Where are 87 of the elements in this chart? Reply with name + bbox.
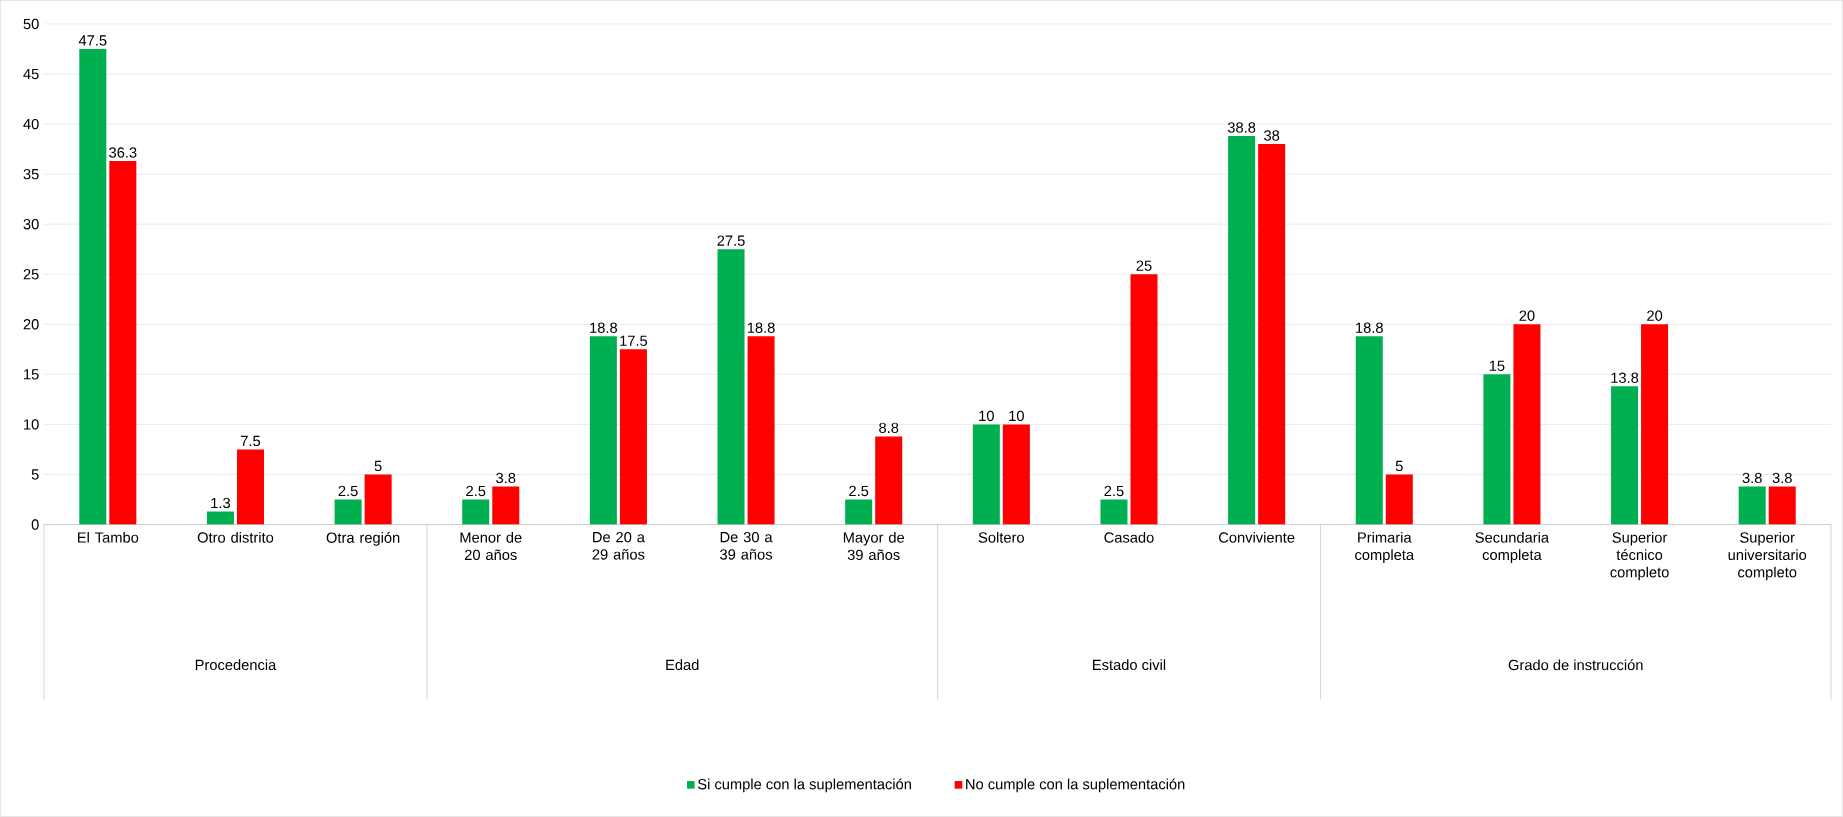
text: Estado civil <box>1093 659 1166 671</box>
text: Procedencia <box>195 659 277 671</box>
bar <box>619 349 647 525</box>
data-label: 18.8 <box>1356 322 1383 334</box>
bar <box>747 336 775 525</box>
bar <box>1768 486 1796 525</box>
x-tick-label: Soltero <box>978 532 1024 543</box>
y-tick-label: 10 <box>24 419 39 430</box>
data-label: 47.5 <box>78 35 107 46</box>
bar <box>236 449 264 525</box>
y-tick-label: 0 <box>31 519 39 530</box>
y-tick-label: 40 <box>23 118 39 130</box>
x-tick-label: Primaria completa <box>1355 532 1415 564</box>
text: Edad <box>666 659 699 671</box>
data-label: 20 <box>1647 310 1663 322</box>
bar <box>1228 136 1256 525</box>
data-label: 5 <box>374 460 382 472</box>
data-label: 5 <box>1395 460 1403 472</box>
data-label: 2.5 <box>1104 485 1124 497</box>
legend-label: No cumple con la suplementación <box>966 778 1185 793</box>
data-label: 36.3 <box>109 147 137 158</box>
data-label: 18.8 <box>590 322 618 334</box>
data-label: 27.5 <box>717 235 745 246</box>
text: Grado de instrucción <box>1508 659 1643 671</box>
data-label: 2.5 <box>849 485 869 497</box>
x-tick-label: Superior universitario completo <box>1728 532 1807 581</box>
bar <box>1002 424 1030 525</box>
bar <box>109 161 137 525</box>
bar <box>206 511 234 525</box>
bar <box>462 499 490 525</box>
data-label: 3.8 <box>1772 472 1792 484</box>
bar <box>364 474 392 525</box>
x-tick-label: De 30 a 39 años <box>720 532 773 560</box>
y-tick-label: 5 <box>31 469 39 480</box>
bar <box>334 499 362 525</box>
data-label: 10 <box>1009 410 1024 422</box>
x-tick-label: Superior técnico completo <box>1610 532 1669 581</box>
data-label: 8.8 <box>879 422 899 434</box>
data-label: 17.5 <box>620 335 648 347</box>
x-tick-label: Menor de 20 años <box>460 532 522 561</box>
data-label: 3.8 <box>1742 472 1762 484</box>
bar <box>1385 474 1413 525</box>
bar <box>1130 274 1158 525</box>
bar <box>79 49 107 525</box>
bar <box>1641 324 1669 525</box>
data-label: 20 <box>1519 310 1535 322</box>
bar <box>1100 499 1128 525</box>
data-label: 1.3 <box>211 497 230 509</box>
x-tick-label: De 20 a 29 años <box>592 532 645 560</box>
data-label: 3.8 <box>496 472 516 484</box>
x-tick-label: Casado <box>1104 532 1154 543</box>
x-tick-label: Otro distrito <box>197 532 274 543</box>
bar <box>1483 374 1511 525</box>
data-label: 25 <box>1136 260 1152 271</box>
x-tick-label: Mayor de 39 años <box>843 532 905 561</box>
y-tick-label: 25 <box>23 269 39 280</box>
y-tick-label: 20 <box>23 319 39 330</box>
bar <box>1513 324 1541 525</box>
data-label: 13.8 <box>1611 372 1639 384</box>
legend-label: Si cumple con la suplementación <box>697 778 911 793</box>
bar <box>717 249 745 525</box>
bar <box>972 424 1000 525</box>
data-label: 7.5 <box>241 435 261 447</box>
bar <box>875 436 903 525</box>
y-tick-label: 45 <box>23 68 39 80</box>
x-tick-label: El Tambo <box>78 532 139 543</box>
bar <box>1611 386 1639 525</box>
data-label: 2.5 <box>466 485 486 497</box>
bar <box>1258 144 1286 525</box>
y-tick-label: 50 <box>23 18 39 30</box>
data-label: 15 <box>1489 360 1505 372</box>
y-tick-label: 35 <box>23 169 39 180</box>
bar <box>1738 486 1766 525</box>
x-tick-label: Otra región <box>326 532 400 546</box>
data-label: 2.5 <box>338 485 358 497</box>
bar <box>1355 336 1383 525</box>
bar <box>845 499 873 525</box>
x-tick-label: Secundaria completa <box>1475 532 1550 564</box>
x-tick-label: Conviviente <box>1219 532 1295 543</box>
data-label: 18.8 <box>747 322 775 334</box>
data-label: 38 <box>1264 130 1280 141</box>
data-label: 10 <box>979 410 994 422</box>
bar <box>492 486 520 525</box>
y-tick-label: 15 <box>24 369 39 380</box>
bar <box>589 336 617 525</box>
y-tick-label: 30 <box>23 219 39 230</box>
data-label: 38.8 <box>1227 122 1256 133</box>
